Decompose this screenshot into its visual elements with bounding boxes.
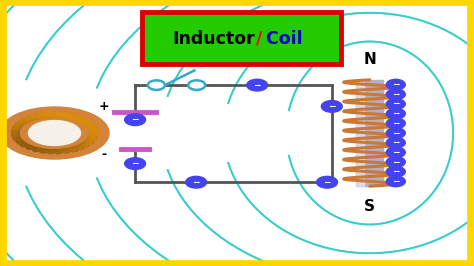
Circle shape [246,79,267,91]
Circle shape [386,137,405,148]
Circle shape [317,176,337,188]
Circle shape [386,157,405,167]
FancyBboxPatch shape [142,12,341,64]
Text: −: − [131,159,139,168]
Circle shape [386,79,405,90]
Text: −: − [392,109,400,118]
Text: −: − [392,177,400,186]
Circle shape [386,108,405,119]
Text: −: − [254,81,261,90]
Text: Inductor: Inductor [172,30,255,48]
Text: −: − [392,138,400,147]
Text: −: − [392,148,400,157]
Circle shape [386,128,405,138]
Text: −: − [392,128,400,138]
Circle shape [386,118,405,129]
Circle shape [188,80,205,90]
Text: −: − [328,102,336,111]
Ellipse shape [28,120,81,146]
Circle shape [125,158,146,169]
Text: −: − [392,90,400,99]
Circle shape [125,114,146,126]
Text: −: − [392,99,400,109]
Text: −: − [392,80,400,89]
Circle shape [386,99,405,109]
Text: −: − [323,178,331,187]
Text: −: − [131,115,139,124]
Bar [356,80,383,186]
Text: +: + [99,100,109,113]
Ellipse shape [0,107,109,159]
Text: −: − [392,119,400,128]
Text: −: − [392,157,400,167]
Text: Coil: Coil [260,30,302,48]
Circle shape [386,176,405,187]
Text: −: − [192,178,200,187]
Circle shape [386,166,405,177]
Circle shape [386,89,405,100]
Circle shape [148,80,165,90]
Circle shape [386,147,405,158]
Text: N: N [364,52,376,67]
Bar [356,80,365,186]
Text: /: / [250,30,262,48]
Text: S: S [364,199,375,214]
Text: −: − [392,167,400,176]
Text: -: - [102,148,107,161]
Circle shape [321,101,342,112]
Circle shape [186,176,207,188]
